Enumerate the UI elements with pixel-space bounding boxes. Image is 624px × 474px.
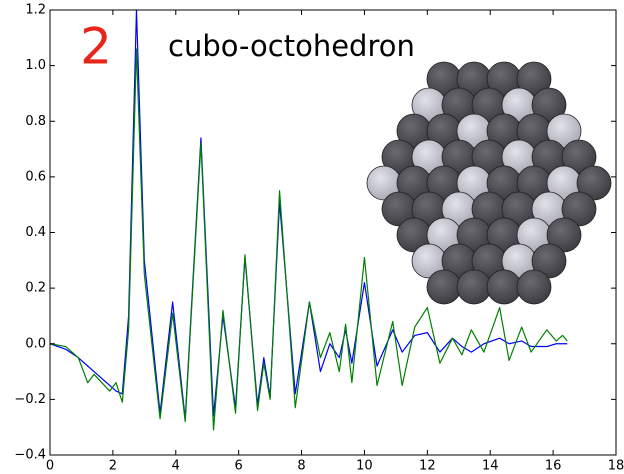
y-tick-label: −0.4 bbox=[14, 448, 46, 463]
atom bbox=[546, 113, 582, 149]
atom bbox=[561, 139, 597, 175]
annotation-label: cubo-octohedron bbox=[168, 29, 415, 63]
atom bbox=[486, 269, 522, 305]
x-tick-label: 2 bbox=[109, 459, 117, 474]
x-tick-label: 10 bbox=[356, 459, 373, 474]
cluster-image bbox=[366, 61, 612, 305]
series-line bbox=[50, 48, 568, 431]
atom bbox=[516, 269, 552, 305]
atom bbox=[516, 61, 552, 97]
y-tick-label: 1.0 bbox=[25, 58, 46, 73]
y-tick-label: 0.8 bbox=[25, 114, 46, 129]
y-tick-label: 0.4 bbox=[25, 225, 46, 240]
x-tick-label: 6 bbox=[235, 459, 243, 474]
atom bbox=[561, 191, 597, 227]
atom bbox=[426, 269, 462, 305]
y-tick-label: 0.6 bbox=[25, 169, 46, 184]
annotation-number: 2 bbox=[80, 18, 112, 76]
x-tick-label: 18 bbox=[608, 459, 624, 474]
y-tick-label: 1.2 bbox=[25, 3, 46, 18]
y-tick-label: −0.2 bbox=[14, 392, 46, 407]
x-tick-label: 12 bbox=[419, 459, 436, 474]
x-tick-label: 0 bbox=[46, 459, 54, 474]
y-tick-label: 0.2 bbox=[25, 281, 46, 296]
x-tick-label: 14 bbox=[482, 459, 499, 474]
x-tick-label: 16 bbox=[545, 459, 562, 474]
atom bbox=[576, 165, 612, 201]
x-tick-label: 4 bbox=[172, 459, 180, 474]
atom bbox=[456, 269, 492, 305]
atom bbox=[546, 217, 582, 253]
atom bbox=[531, 87, 567, 123]
y-tick-label: 0.0 bbox=[25, 336, 46, 351]
x-tick-label: 8 bbox=[297, 459, 305, 474]
atom bbox=[531, 243, 567, 279]
